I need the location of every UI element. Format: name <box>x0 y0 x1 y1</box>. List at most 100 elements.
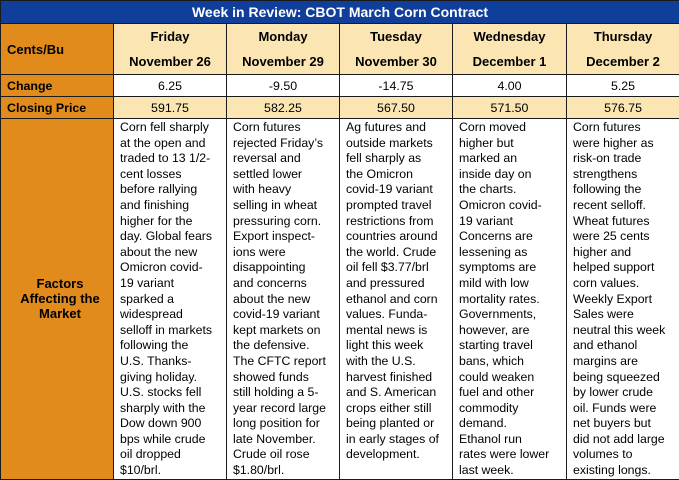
factors-label: Factors Affecting the Market <box>1 119 114 480</box>
factor-text-line: risk-on trade <box>573 151 676 167</box>
factor-text-line: long position for <box>233 416 336 432</box>
factor-text-line: corn values. <box>573 276 676 292</box>
factor-text-line: starting travel <box>459 338 563 354</box>
factor-text-line: symptoms are <box>459 260 563 276</box>
factor-text-line: disappointing <box>233 260 336 276</box>
change-value: 4.00 <box>453 75 567 97</box>
factor-text-line: settled lower <box>233 167 336 183</box>
factor-text-line: demand. <box>459 416 563 432</box>
factor-text-line: helped support <box>573 260 676 276</box>
factor-text-line: prompted travel <box>346 198 449 214</box>
change-value: -9.50 <box>227 75 340 97</box>
factor-text-line: giving holiday. <box>120 370 223 386</box>
factor-text-line: cent losses <box>120 167 223 183</box>
factor-text-line: Corn futures <box>573 120 676 136</box>
factor-text-line: could weaken <box>459 370 563 386</box>
factor-text-line: U.S. stocks fell <box>120 385 223 401</box>
factor-text-line: sharply with the <box>120 401 223 417</box>
factor-text-line: restrictions from <box>346 214 449 230</box>
factors-row: Factors Affecting the Market Corn fell s… <box>1 119 679 480</box>
factor-text-line: and pressured <box>346 276 449 292</box>
factor-text-line: covid-19 variant <box>346 182 449 198</box>
factor-text-line: and ethanol <box>573 338 676 354</box>
factor-text-line: $1.80/brl. <box>233 463 336 479</box>
factor-text-line: the charts. <box>459 182 563 198</box>
factor-text-line: Ethanol run <box>459 432 563 448</box>
factor-text-line: Governments, <box>459 307 563 323</box>
factor-text-line: kept markets on <box>233 323 336 339</box>
factor-text-line: recent selloff. <box>573 198 676 214</box>
factor-text-line: higher for the <box>120 214 223 230</box>
factor-text-line: Weekly Export <box>573 292 676 308</box>
factor-text-line: with heavy <box>233 182 336 198</box>
closing-price-value: 591.75 <box>114 97 227 119</box>
day-date: November 26 <box>114 49 226 74</box>
factor-text-line: Omicron covid- <box>120 260 223 276</box>
factor-text-line: Wheat futures <box>573 214 676 230</box>
table-title: Week in Review: CBOT March Corn Contract <box>1 1 679 24</box>
day-header-monday: Monday November 29 <box>227 24 340 75</box>
factor-text-line: at the open and <box>120 136 223 152</box>
factor-text-line: still holding a 5- <box>233 385 336 401</box>
factor-text-line: marked an <box>459 151 563 167</box>
factor-text-line: pressuring corn. <box>233 214 336 230</box>
factor-text-line: oil. Funds were <box>573 401 676 417</box>
factor-text-line: inside day on <box>459 167 563 183</box>
factors-label-line: Factors <box>7 276 113 291</box>
closing-price-value: 576.75 <box>567 97 679 119</box>
day-header-thursday: Thursday December 2 <box>567 24 679 75</box>
factor-text-line: neutral this week <box>573 323 676 339</box>
day-name: Friday <box>114 24 226 49</box>
factor-text-line: day. Global fears <box>120 229 223 245</box>
factor-text-line: Ag futures and <box>346 120 449 136</box>
closing-price-value: 571.50 <box>453 97 567 119</box>
factors-label-line: Market <box>7 306 113 321</box>
factor-text-line: lessening as <box>459 245 563 261</box>
factor-text-line: and finishing <box>120 198 223 214</box>
closing-price-value: 582.25 <box>227 97 340 119</box>
factor-text-line: reversal and <box>233 151 336 167</box>
factor-text-line: and concerns <box>233 276 336 292</box>
change-label: Change <box>1 75 114 97</box>
change-row: Change 6.25 -9.50 -14.75 4.00 5.25 <box>1 75 679 97</box>
factor-text-line: U.S. Thanks- <box>120 354 223 370</box>
change-value: 5.25 <box>567 75 679 97</box>
factor-text-line: countries around <box>346 229 449 245</box>
factor-text-line: about the new <box>233 292 336 308</box>
closing-price-row: Closing Price 591.75 582.25 567.50 571.5… <box>1 97 679 119</box>
day-name: Tuesday <box>340 24 452 49</box>
factor-text-line: Concerns are <box>459 229 563 245</box>
day-header-friday: Friday November 26 <box>114 24 227 75</box>
factor-text-line: the world. Crude <box>346 245 449 261</box>
factor-text-line: values. Funda- <box>346 307 449 323</box>
factor-text-line: 19 variant <box>120 276 223 292</box>
factor-text-line: by lower crude <box>573 385 676 401</box>
factor-text-line: bans, which <box>459 354 563 370</box>
day-header-wednesday: Wednesday December 1 <box>453 24 567 75</box>
factor-text-line: year record large <box>233 401 336 417</box>
change-value: -14.75 <box>340 75 453 97</box>
factor-text-line: the Omicron <box>346 167 449 183</box>
factor-text-line: in early stages of <box>346 432 449 448</box>
factor-text-line: fell sharply as <box>346 151 449 167</box>
day-date: December 1 <box>453 49 566 74</box>
factor-text-line: higher and <box>573 245 676 261</box>
factor-text-line: net buyers but <box>573 416 676 432</box>
factor-text-line: harvest finished <box>346 370 449 386</box>
factor-text-line: mild with low <box>459 276 563 292</box>
factor-text-line: sparked a <box>120 292 223 308</box>
factor-text-line: widespread <box>120 307 223 323</box>
day-date: November 30 <box>340 49 452 74</box>
factor-text-line: Omicron covid- <box>459 198 563 214</box>
factor-text-line: $10/brl. <box>120 463 223 479</box>
factor-text-line: before rallying <box>120 182 223 198</box>
units-label: Cents/Bu <box>1 24 114 75</box>
factor-text-line: Corn futures <box>233 120 336 136</box>
